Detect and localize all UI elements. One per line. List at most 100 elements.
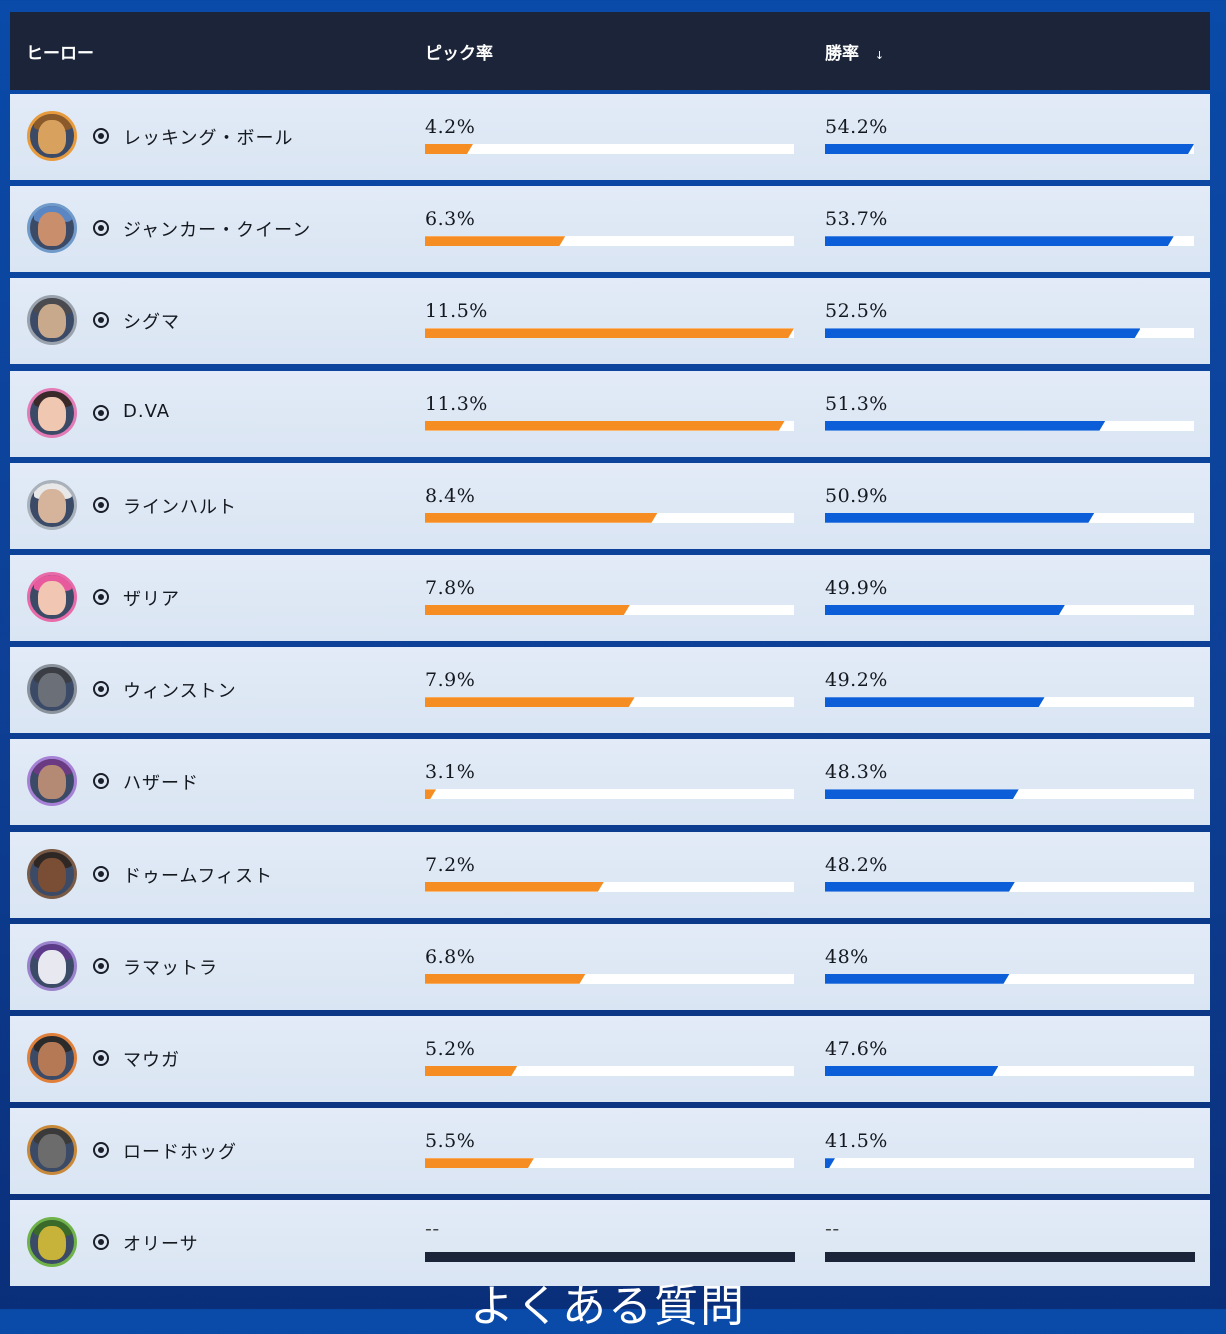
hero-column-header[interactable]: ヒーロー bbox=[26, 44, 94, 64]
pick-rate-bar-fill bbox=[425, 421, 785, 431]
hero-portrait-icon bbox=[27, 756, 77, 807]
hero-portrait-icon bbox=[27, 664, 77, 715]
pick-rate-bar-track bbox=[425, 236, 794, 247]
favorite-toggle-icon[interactable] bbox=[93, 865, 109, 882]
hero-name[interactable]: ハザード bbox=[123, 773, 199, 795]
favorite-toggle-icon[interactable] bbox=[93, 312, 109, 329]
hero-name[interactable]: D.VA bbox=[123, 400, 171, 422]
win-rate-value: -- bbox=[825, 1218, 840, 1241]
pick-rate-value: 4.2% bbox=[425, 116, 476, 138]
win-rate-value: 48% bbox=[825, 945, 869, 968]
hero-name[interactable]: ジャンカー・クイーン bbox=[123, 220, 312, 242]
table-row[interactable]: マウガ 5.2% 47.6% bbox=[10, 1016, 1210, 1102]
win-rate-bar-fill bbox=[825, 789, 1019, 799]
win-rate-value: 48.2% bbox=[825, 853, 888, 876]
pick-rate-bar-fill bbox=[425, 236, 565, 246]
win-rate-value: 53.7% bbox=[825, 208, 888, 231]
hero-portrait-icon bbox=[27, 1033, 77, 1083]
win-rate-value: 51.3% bbox=[825, 392, 888, 415]
hero-name[interactable]: オリーサ bbox=[123, 1234, 199, 1256]
win-rate-bar-fill bbox=[825, 513, 1094, 523]
win-rate-bar-fill bbox=[825, 697, 1045, 707]
hero-name[interactable]: ザリア bbox=[123, 589, 180, 610]
win-rate-bar-track bbox=[825, 144, 1194, 154]
hero-stats-table: ヒーロー ピック率 勝率 ↓ レッキング・ボール 4.2% 54.2% ジャンカー・ク… bbox=[10, 12, 1210, 1287]
hero-name[interactable]: レッキング・ボール bbox=[123, 128, 294, 149]
table-row[interactable]: ザリア 7.8% 49.9% bbox=[10, 555, 1210, 641]
pick-rate-value: 7.2% bbox=[425, 853, 476, 876]
win-rate-bar-track bbox=[825, 789, 1194, 800]
pick-rate-bar-fill bbox=[425, 605, 630, 615]
favorite-toggle-icon[interactable] bbox=[93, 957, 109, 974]
pick-rate-value: 5.5% bbox=[425, 1130, 476, 1153]
table-row[interactable]: ラマットラ 6.8% 48% bbox=[10, 923, 1210, 1010]
win-rate-bar-fill bbox=[825, 421, 1105, 431]
pick-rate-bar-fill bbox=[425, 974, 586, 984]
pick-rate-bar-fill bbox=[425, 1066, 517, 1076]
table-row[interactable]: ラインハルト 8.4% 50.9% bbox=[10, 462, 1210, 549]
win-rate-bar-track bbox=[825, 328, 1194, 339]
pick-rate-bar-track bbox=[425, 144, 794, 154]
pick-rate-value: 11.5% bbox=[425, 300, 488, 323]
favorite-toggle-icon[interactable] bbox=[93, 589, 109, 605]
pick-rate-bar-track bbox=[425, 512, 794, 523]
win-rate-bar-fill bbox=[825, 605, 1065, 615]
favorite-toggle-icon[interactable] bbox=[93, 1050, 109, 1066]
pick-rate-value: 8.4% bbox=[425, 484, 476, 507]
hero-name[interactable]: ラインハルト bbox=[123, 496, 237, 518]
table-row[interactable]: D.VA 11.3% 51.3% bbox=[10, 370, 1210, 457]
favorite-toggle-icon[interactable] bbox=[93, 1142, 109, 1159]
favorite-toggle-icon[interactable] bbox=[93, 220, 109, 237]
table-row[interactable]: ジャンカー・クイーン 6.3% 53.7% bbox=[10, 186, 1210, 273]
hero-name[interactable]: ウィンストン bbox=[123, 681, 237, 703]
favorite-toggle-icon[interactable] bbox=[93, 681, 109, 698]
pick-rate-bar-fill bbox=[425, 789, 436, 799]
hero-portrait-icon bbox=[27, 387, 77, 438]
pick-rate-bar-track bbox=[425, 789, 794, 800]
hero-portrait-icon bbox=[27, 111, 77, 161]
table-row[interactable]: レッキング・ボール 4.2% 54.2% bbox=[10, 94, 1210, 180]
win-rate-bar-track bbox=[825, 605, 1194, 615]
hero-portrait-icon bbox=[27, 479, 77, 530]
hero-name[interactable]: ロードホッグ bbox=[123, 1142, 237, 1164]
favorite-toggle-icon[interactable] bbox=[93, 128, 109, 144]
table-row[interactable]: オリーサ -- -- bbox=[10, 1200, 1210, 1287]
favorite-toggle-icon[interactable] bbox=[93, 496, 109, 513]
win-rate-bar-fill bbox=[825, 974, 1010, 984]
win-rate-header-label: 勝率 bbox=[825, 44, 859, 64]
table-row[interactable]: シグマ 11.5% 52.5% bbox=[10, 278, 1210, 365]
favorite-toggle-icon[interactable] bbox=[93, 1234, 109, 1251]
pick-rate-value: 7.9% bbox=[425, 669, 476, 692]
table-row[interactable]: ハザード 3.1% 48.3% bbox=[10, 739, 1210, 826]
pick-rate-bar-track bbox=[425, 420, 794, 431]
pick-rate-bar-fill bbox=[425, 1158, 534, 1168]
hero-name[interactable]: ラマットラ bbox=[123, 957, 218, 979]
win-rate-bar-fill bbox=[825, 1158, 835, 1168]
pick-rate-bar-track bbox=[425, 1066, 794, 1076]
pick-rate-bar-fill bbox=[425, 144, 473, 154]
hero-name[interactable]: ドゥームフィスト bbox=[123, 865, 274, 887]
hero-portrait-icon bbox=[27, 1125, 77, 1176]
favorite-toggle-icon[interactable] bbox=[93, 773, 109, 790]
win-rate-bar-track bbox=[825, 1252, 1195, 1263]
table-row[interactable]: ウィンストン 7.9% 49.2% bbox=[10, 647, 1210, 734]
win-rate-value: 41.5% bbox=[825, 1130, 888, 1153]
pick-rate-column-header[interactable]: ピック率 bbox=[425, 44, 493, 64]
pick-rate-value: 7.8% bbox=[425, 577, 476, 599]
win-rate-bar-fill bbox=[825, 236, 1174, 246]
pick-rate-bar-track bbox=[425, 973, 794, 984]
pick-rate-bar-track bbox=[425, 697, 794, 708]
win-rate-column-header[interactable]: 勝率 ↓ bbox=[825, 39, 884, 64]
faq-heading: よくある質問 bbox=[470, 1281, 746, 1332]
win-rate-value: 49.2% bbox=[825, 669, 888, 692]
hero-portrait-icon bbox=[27, 572, 77, 622]
table-row[interactable]: ロードホッグ 5.5% 41.5% bbox=[10, 1108, 1210, 1195]
win-rate-bar-track bbox=[825, 512, 1194, 523]
hero-name[interactable]: マウガ bbox=[123, 1050, 180, 1071]
hero-name[interactable]: シグマ bbox=[123, 312, 180, 334]
sort-arrow-icon: ↓ bbox=[874, 49, 885, 62]
win-rate-bar-track bbox=[825, 697, 1194, 708]
win-rate-bar-fill bbox=[825, 144, 1194, 154]
table-row[interactable]: ドゥームフィスト 7.2% 48.2% bbox=[10, 831, 1210, 918]
favorite-toggle-icon[interactable] bbox=[93, 404, 109, 421]
